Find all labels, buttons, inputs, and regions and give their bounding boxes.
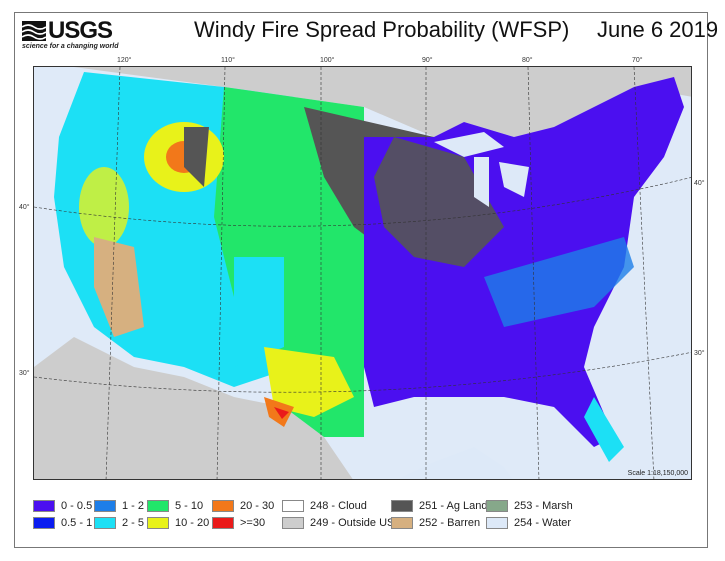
logo-wordmark: USGS	[48, 17, 113, 44]
legend-item: 252 - Barren	[391, 517, 480, 529]
legend-item: 0.5 - 1	[33, 517, 92, 529]
lat-tick: 30°	[694, 350, 705, 357]
legend-swatch	[212, 500, 234, 512]
legend-item: 1 - 2	[94, 500, 144, 512]
legend-swatch	[33, 500, 55, 512]
lon-tick: 90°	[422, 57, 433, 64]
legend-item: 254 - Water	[486, 517, 571, 529]
legend-swatch	[147, 500, 169, 512]
map-graphic	[34, 67, 691, 479]
legend-swatch	[486, 517, 508, 529]
lon-tick: 110°	[221, 57, 235, 64]
legend-item: 0 - 0.5	[33, 500, 92, 512]
page-title: Windy Fire Spread Probability (WFSP)	[194, 17, 570, 42]
lat-tick: 40°	[19, 204, 30, 211]
logo-tagline: science for a changing world	[22, 43, 119, 50]
map-date: June 6 2019	[597, 17, 719, 42]
lon-tick: 80°	[522, 57, 533, 64]
legend-swatch	[94, 500, 116, 512]
map-scale: Scale 1:18,150,000	[627, 470, 688, 477]
legend-item: 253 - Marsh	[486, 500, 573, 512]
lon-tick: 70°	[632, 57, 643, 64]
lon-tick: 120°	[117, 57, 132, 64]
usgs-wave-icon	[22, 21, 46, 41]
legend-swatch	[282, 500, 304, 512]
legend-item: 20 - 30	[212, 500, 274, 512]
legend-swatch	[212, 517, 234, 529]
legend-item: 251 - Ag Land	[391, 500, 488, 512]
legend-swatch	[33, 517, 55, 529]
usgs-logo: USGS science for a changing world	[22, 17, 118, 51]
lat-tick: 40°	[694, 180, 705, 187]
legend-swatch	[147, 517, 169, 529]
fire-probability-map[interactable]: Scale 1:18,150,000	[33, 66, 692, 480]
legend-swatch	[486, 500, 508, 512]
legend-item: 249 - Outside US	[282, 517, 394, 529]
legend-swatch	[282, 517, 304, 529]
legend-item: 2 - 5	[94, 517, 144, 529]
lon-tick: 100°	[320, 57, 335, 64]
legend-item: 10 - 20	[147, 517, 209, 529]
legend-item: 248 - Cloud	[282, 500, 367, 512]
legend-swatch	[391, 500, 413, 512]
legend-item: 5 - 10	[147, 500, 203, 512]
legend-swatch	[391, 517, 413, 529]
legend-swatch	[94, 517, 116, 529]
lat-tick: 30°	[19, 370, 30, 377]
legend-item: >=30	[212, 517, 265, 529]
